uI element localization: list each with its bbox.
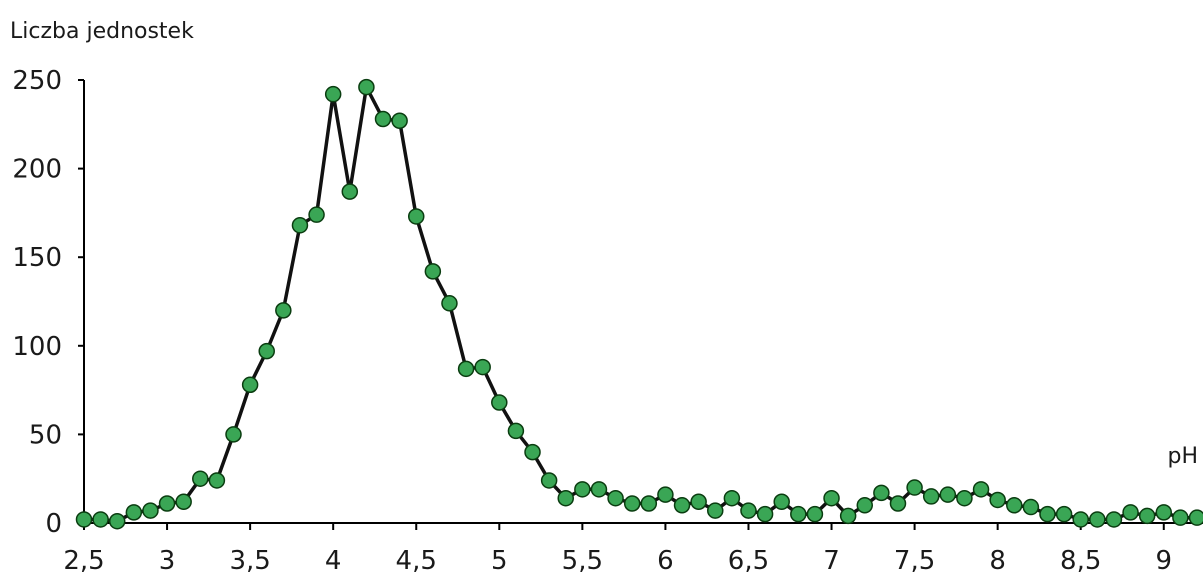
data-point [574,481,591,498]
data-point [407,208,425,225]
data-point [806,505,824,523]
data-point [358,78,375,96]
y-tick-label: 0 [45,509,62,539]
data-point [873,484,890,502]
data-point [175,493,192,510]
y-tick-label: 150 [12,243,62,273]
x-tick-label: 3 [159,546,176,576]
x-axis-title: pH [1167,444,1198,469]
data-point [1188,509,1203,526]
x-tick-label: 5,5 [562,546,603,576]
y-tick-label: 100 [12,332,62,362]
data-point [906,479,923,496]
data-point [491,394,508,411]
x-tick-label: 4 [325,546,342,576]
data-point [540,472,558,489]
data-point [208,472,226,489]
y-tick-label: 200 [12,155,62,185]
x-tick-label: 9 [1156,546,1173,576]
data-point [1172,509,1189,526]
data-point [1155,504,1173,521]
data-point [773,493,790,510]
data-point [922,488,940,505]
data-point [707,502,724,519]
data-point [623,495,641,512]
data-point [291,217,309,234]
data-point [125,504,143,521]
data-point [839,507,857,525]
data-point [1055,505,1073,523]
x-tick-label: 5 [491,546,508,576]
data-point [1122,504,1139,521]
data-point [158,495,176,512]
data-point [1105,511,1123,528]
data-point [972,481,990,498]
data-point [657,486,674,503]
x-axis-ticks: 2,5 3 3,5 4 4,5 5 5,5 6 6,5 7 7,5 8 8,5 9 [63,523,1172,576]
data-point [723,489,741,507]
data-point [241,376,259,394]
data-point [391,112,408,130]
series-line [84,85,1197,523]
data-point [790,505,807,523]
x-tick-label: 6,5 [728,546,769,576]
data-point [607,489,624,507]
data-point [192,470,209,487]
data-point [956,489,973,507]
x-tick-label: 7,5 [894,546,935,576]
y-axis-title: Liczba jednostek [10,19,194,44]
data-points [75,78,1203,530]
data-point [557,489,574,507]
data-point [524,443,541,461]
x-tick-label: 8,5 [1060,546,1101,576]
data-point [324,85,342,103]
data-point [889,495,907,512]
data-point [507,422,525,440]
data-point [441,295,458,312]
data-point [1072,511,1089,528]
data-point [92,511,109,528]
data-point [1039,505,1056,523]
data-point [308,206,325,223]
x-tick-label: 4,5 [396,546,437,576]
data-point [275,302,292,319]
data-point [142,502,159,519]
x-tick-label: 7 [823,546,840,576]
x-tick-label: 2,5 [63,546,104,576]
data-point [108,512,126,530]
data-point [474,358,491,376]
y-axis-ticks: 0 50 100 150 200 250 [12,66,84,539]
data-point [341,183,359,200]
data-point [740,502,757,519]
data-point [374,110,392,128]
y-tick-label: 250 [12,66,62,96]
data-point [1138,507,1156,525]
data-point [75,511,93,528]
data-point [989,491,1006,509]
y-tick-label: 50 [29,420,62,450]
data-point [756,505,774,523]
data-point [640,495,658,512]
data-point [856,497,874,514]
data-point [258,342,275,360]
x-tick-label: 3,5 [229,546,270,576]
data-point [823,489,840,507]
x-tick-label: 8 [989,546,1006,576]
data-point [457,360,475,378]
data-point [590,481,608,498]
data-point [690,493,707,510]
data-point [1022,498,1040,516]
x-tick-label: 6 [657,546,674,576]
data-point [1006,497,1023,514]
data-point [673,497,691,514]
data-point [939,486,957,503]
data-point [1089,511,1106,528]
data-point [424,263,442,280]
data-point [225,426,242,443]
